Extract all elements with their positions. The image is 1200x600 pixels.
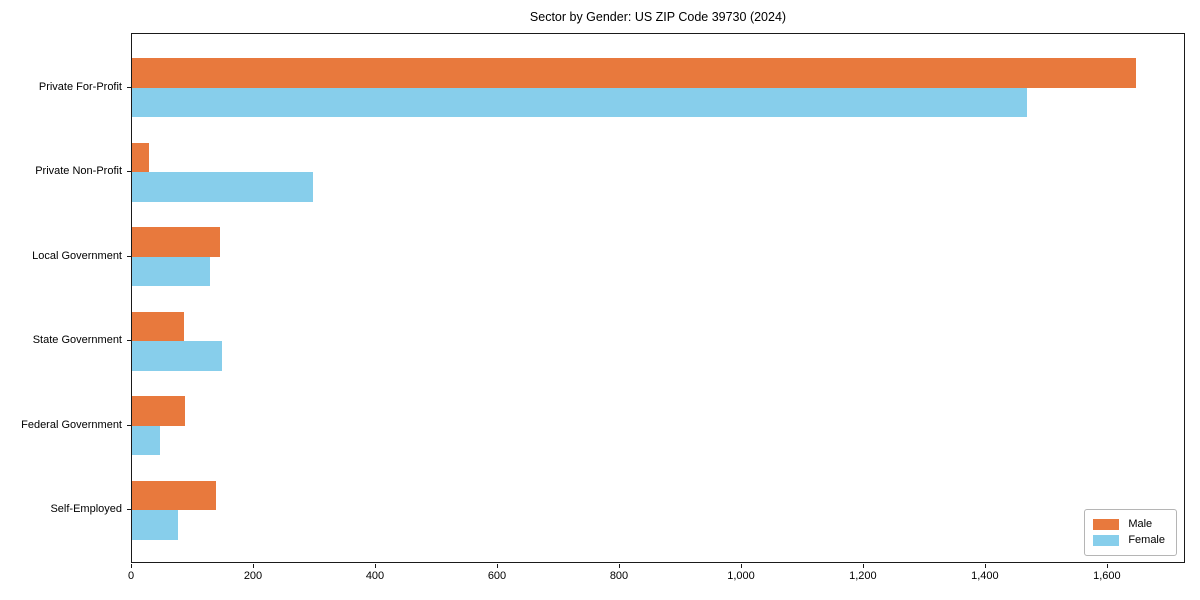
x-axis-tick-label: 1,200: [849, 570, 877, 582]
x-tick-mark: [375, 564, 376, 568]
y-tick-mark: [127, 255, 131, 257]
x-axis-tick-label: 200: [243, 570, 263, 582]
bar-female-private-for-profit: [132, 87, 1027, 118]
x-axis-tick-label: 600: [487, 570, 507, 582]
x-axis-tick-label: 1,000: [727, 570, 755, 582]
y-tick-mark: [127, 424, 131, 426]
chart-title: Sector by Gender: US ZIP Code 39730 (202…: [529, 10, 787, 24]
legend-entry-female: Female: [1093, 534, 1165, 547]
y-axis-label-self-employed: Self-Employed: [50, 503, 122, 516]
bar-male-state-government: [132, 311, 184, 342]
x-tick-mark: [984, 564, 986, 568]
bar-female-federal-government: [132, 425, 161, 456]
plot-area: Male Female: [131, 33, 1185, 563]
legend-label: Female: [1128, 534, 1165, 546]
y-axis-label-private-non-profit: Private Non-Profit: [35, 165, 122, 178]
x-tick-mark: [131, 564, 132, 568]
bar-female-self-employed: [132, 510, 179, 540]
bar-male-self-employed: [132, 480, 216, 511]
y-axis-label-state-government: State Government: [32, 334, 122, 347]
legend-swatch-female: [1093, 535, 1120, 546]
x-tick-mark: [253, 564, 254, 568]
legend: Male Female: [1084, 509, 1177, 556]
y-axis-label-local-government: Local Government: [32, 249, 122, 262]
x-tick-mark: [862, 564, 864, 568]
legend-label: Male: [1128, 518, 1153, 530]
x-axis-tick-label: 0: [127, 570, 135, 582]
legend-swatch-male: [1093, 519, 1120, 530]
bar-male-private-for-profit: [132, 58, 1136, 88]
bar-female-state-government: [132, 341, 223, 371]
y-tick-mark: [127, 171, 131, 173]
bar-male-private-non-profit: [132, 142, 149, 173]
x-tick-mark: [741, 564, 742, 568]
x-tick-mark: [1106, 564, 1108, 568]
x-axis-tick-label: 800: [609, 570, 629, 582]
bar-female-local-government: [132, 256, 210, 287]
x-axis-tick-label: 1,600: [1093, 570, 1121, 582]
x-axis-tick-label: 1,400: [971, 570, 999, 582]
y-tick-mark: [127, 509, 131, 511]
bar-male-local-government: [132, 227, 220, 257]
y-tick-mark: [127, 340, 131, 342]
y-axis-label-federal-government: Federal Government: [21, 418, 122, 431]
bar-male-federal-government: [132, 396, 186, 426]
legend-entry-male: Male: [1093, 518, 1165, 531]
y-axis-label-private-for-profit: Private For-Profit: [38, 80, 122, 93]
y-tick-mark: [127, 86, 131, 88]
x-axis-tick-label: 400: [365, 570, 385, 582]
x-tick-mark: [619, 564, 620, 568]
bar-female-private-non-profit: [132, 172, 313, 202]
x-tick-mark: [497, 564, 498, 568]
